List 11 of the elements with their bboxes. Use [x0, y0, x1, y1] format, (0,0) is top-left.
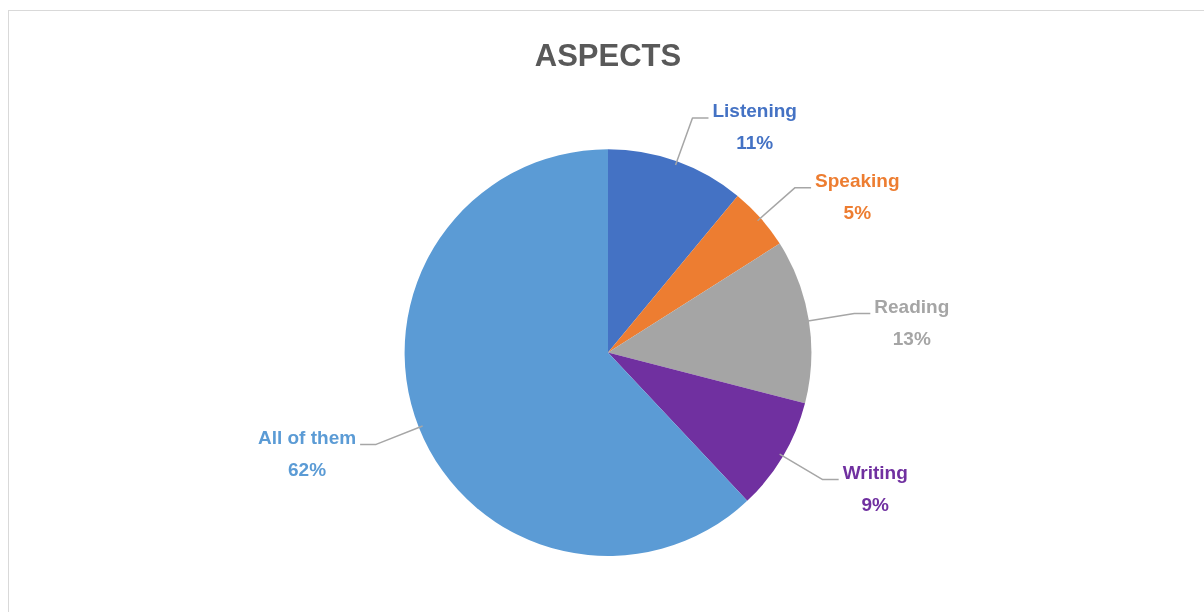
- data-label: 13%: [892, 327, 931, 349]
- chart-title: ASPECTS: [534, 38, 682, 74]
- data-label: 11%: [736, 132, 774, 154]
- data-label: 9%: [861, 493, 890, 515]
- slice-label: Speaking: [815, 169, 900, 191]
- slice-label: All of them: [257, 426, 357, 448]
- data-label: 62%: [288, 458, 327, 480]
- data-label: 5%: [843, 201, 872, 223]
- slice-label: Reading: [874, 295, 950, 317]
- slice-label: Listening: [712, 100, 797, 122]
- slice-label: Writing: [842, 461, 908, 483]
